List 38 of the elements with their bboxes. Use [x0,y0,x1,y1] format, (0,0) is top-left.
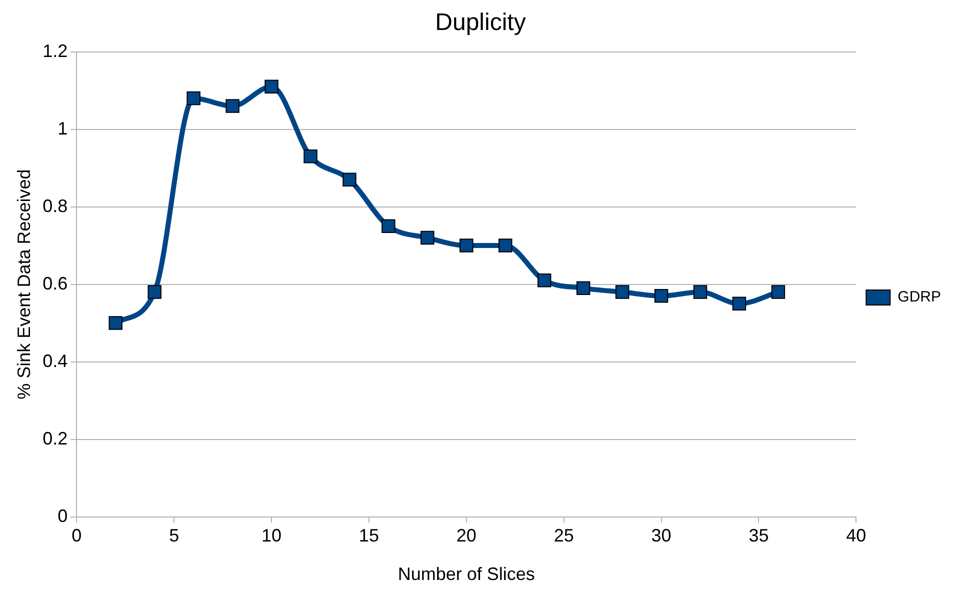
point [732,296,746,311]
point [693,285,708,299]
y-tick-label: 1 [58,118,68,138]
point [226,99,240,113]
point [148,285,162,299]
point [186,91,200,106]
legend-label: GDRP [898,288,942,306]
point [654,289,668,303]
x-tick-label: 25 [554,526,574,546]
point [615,285,630,299]
point [304,150,318,164]
x-tick-label: 0 [72,526,82,546]
point [460,238,474,252]
point [108,316,122,330]
x-tick-label: 5 [169,526,180,546]
y-tick-label: 0.6 [42,273,68,294]
x-tick-label: 40 [846,526,866,546]
point [382,219,396,234]
x-tick-label: 30 [651,526,672,546]
point [537,274,552,288]
y-tick-label: 1.2 [42,40,68,61]
y-tick-label: 0 [58,506,68,526]
x-tick-label: 10 [261,526,282,546]
y-axis-title: % Sink Event Data Received [14,169,34,400]
chart-title: Duplicity [435,9,526,36]
y-tick-label: 0.2 [42,428,68,448]
x-tick-label: 35 [748,526,769,546]
point [342,172,356,187]
x-axis-title: Number of Slices [398,564,535,584]
x-tick-label: 15 [358,526,379,546]
point [771,285,786,299]
point [420,230,434,245]
point [498,238,512,252]
point [576,281,590,296]
y-tick-label: 0.4 [42,350,68,371]
point [264,80,278,94]
x-tick-label: 20 [456,526,476,546]
y-tick-label: 0.8 [42,196,68,216]
